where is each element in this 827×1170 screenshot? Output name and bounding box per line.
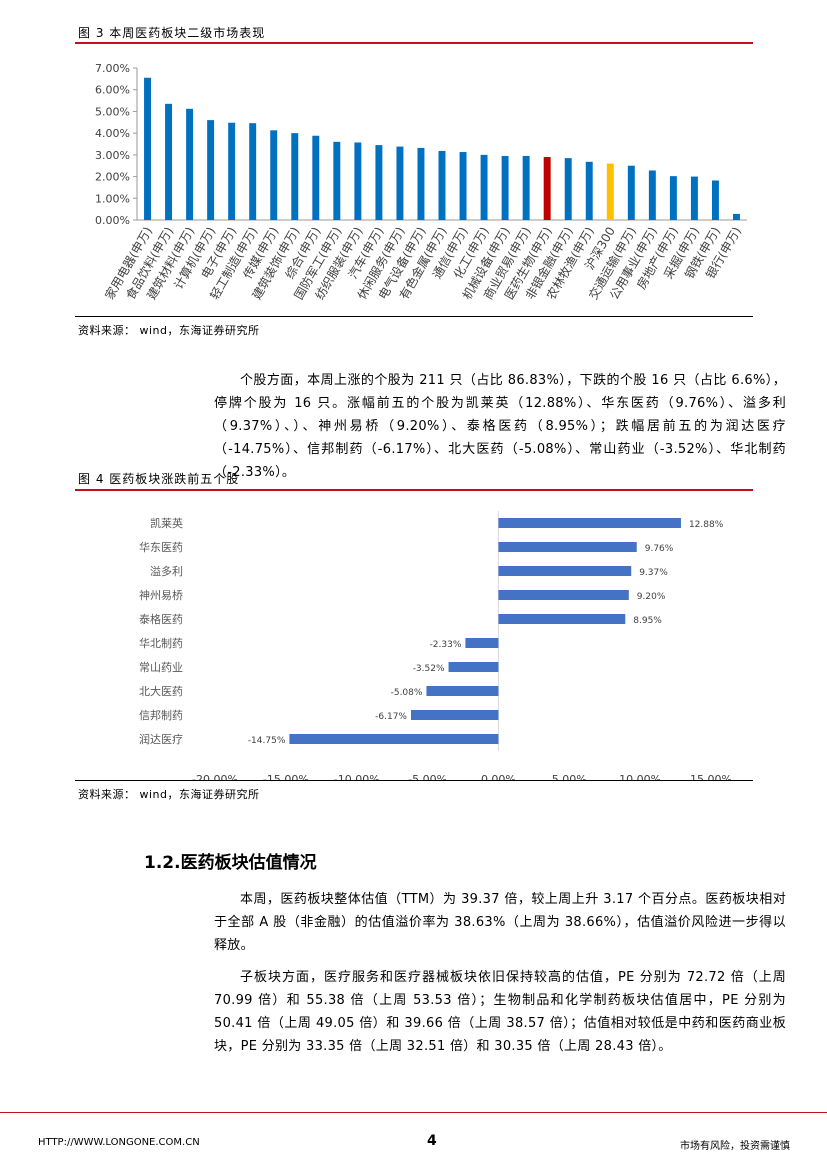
bar bbox=[543, 157, 551, 220]
paragraph-text: 本周，医药板块整体估值（TTM）为 39.37 倍，较上周上升 3.17 个百分… bbox=[214, 892, 786, 953]
paragraph-text: 个股方面，本周上涨的个股为 211 只（占比 86.83%），下跌的个股 16 … bbox=[214, 373, 786, 480]
figure-4-top-rule bbox=[75, 489, 753, 491]
bar bbox=[270, 130, 278, 220]
y-tick-label: 2.00% bbox=[95, 171, 130, 184]
top-movers-chart: 凯莱英 12.88% 华东医药 9.76% 溢多利 9.37% 神州易桥 9.20% 泰格医药 8… bbox=[139, 511, 732, 780]
figure-3-bottom-rule bbox=[75, 316, 753, 317]
bar bbox=[498, 542, 637, 552]
category-label: 信邦制药 bbox=[139, 709, 183, 722]
bar bbox=[186, 108, 194, 220]
x-tick-label: 0.00% bbox=[481, 773, 516, 780]
valuation-paragraph: 本周，医药板块整体估值（TTM）为 39.37 倍，较上周上升 3.17 个百分… bbox=[214, 888, 786, 957]
bar bbox=[448, 662, 499, 672]
y-tick-label: 4.00% bbox=[95, 127, 130, 140]
bar bbox=[498, 614, 626, 624]
data-label: -14.75% bbox=[248, 736, 286, 746]
bar bbox=[426, 686, 499, 696]
data-label: 8.95% bbox=[633, 616, 662, 626]
data-label: 9.37% bbox=[639, 568, 668, 578]
y-tick-label: 0.00% bbox=[95, 214, 130, 227]
x-tick-label: -5.00% bbox=[408, 773, 447, 780]
category-label: 神州易桥 bbox=[139, 588, 183, 602]
bar bbox=[165, 103, 173, 220]
section-heading: 1.2.医药板块估值情况 bbox=[144, 853, 317, 873]
data-label: 12.88% bbox=[689, 520, 724, 530]
bar bbox=[648, 170, 656, 220]
bar bbox=[733, 213, 740, 220]
bar bbox=[289, 734, 499, 744]
page-number: 4 bbox=[427, 1133, 437, 1149]
x-tick-label: 15.00% bbox=[690, 773, 732, 780]
figure-3-title: 图 3 本周医药板块二级市场表现 bbox=[78, 26, 266, 40]
sector-performance-chart: 0.00% 1.00% 2.00% 3.00% 4.00% 5.00% 6.00% 7.00%… bbox=[95, 62, 747, 302]
x-tick-label: -20.00% bbox=[192, 773, 238, 780]
category-label: 泰格医药 bbox=[139, 612, 183, 626]
bar bbox=[501, 155, 509, 220]
stock-movement-paragraph: 个股方面，本周上涨的个股为 211 只（占比 86.83%），下跌的个股 16 … bbox=[214, 369, 786, 484]
x-tick-label: -15.00% bbox=[263, 773, 309, 780]
data-label: -2.33% bbox=[430, 640, 462, 650]
bar bbox=[438, 150, 446, 220]
bar bbox=[480, 154, 488, 220]
bar bbox=[459, 152, 467, 220]
footer-rule bbox=[0, 1112, 827, 1113]
bar bbox=[564, 158, 572, 220]
bar bbox=[690, 176, 698, 220]
figure-3-source: 资料来源： wind，东海证券研究所 bbox=[78, 324, 260, 337]
bar bbox=[498, 590, 629, 600]
bar bbox=[498, 518, 681, 528]
bar bbox=[312, 135, 320, 220]
y-tick-label: 7.00% bbox=[95, 62, 130, 75]
bar bbox=[627, 165, 635, 220]
bar bbox=[249, 123, 257, 220]
data-label: -5.08% bbox=[391, 688, 423, 698]
category-label: 润达医疗 bbox=[139, 732, 183, 746]
category-label: 华北制药 bbox=[139, 636, 183, 650]
data-label: 9.20% bbox=[637, 592, 666, 602]
footer-url[interactable]: HTTP://WWW.LONGONE.COM.CN bbox=[38, 1137, 200, 1148]
bar bbox=[410, 710, 499, 720]
footer-disclaimer: 市场有风险，投资需谨慎 bbox=[680, 1141, 790, 1152]
category-label: 溢多利 bbox=[150, 564, 183, 578]
x-tick-label: 10.00% bbox=[619, 773, 661, 780]
y-tick-label: 3.00% bbox=[95, 149, 130, 162]
bar bbox=[228, 122, 236, 220]
data-label: -3.52% bbox=[413, 664, 445, 674]
bar bbox=[669, 176, 677, 220]
sub-sector-paragraph: 子板块方面，医疗服务和医疗器械板块依旧保持较高的估值，PE 分别为 72.72 … bbox=[214, 966, 786, 1058]
data-label: -6.17% bbox=[375, 712, 407, 722]
bar bbox=[498, 566, 632, 576]
x-tick-label: -10.00% bbox=[334, 773, 380, 780]
figure-3-top-rule bbox=[75, 42, 753, 44]
bar bbox=[417, 147, 425, 220]
paragraph-text: 子板块方面，医疗服务和医疗器械板块依旧保持较高的估值，PE 分别为 72.72 … bbox=[214, 970, 786, 1054]
category-label: 凯莱英 bbox=[150, 516, 183, 530]
bar bbox=[465, 638, 499, 648]
bar bbox=[711, 180, 719, 220]
y-tick-label: 6.00% bbox=[95, 84, 130, 97]
bar bbox=[354, 142, 362, 220]
figure-4-bottom-rule bbox=[75, 780, 753, 781]
x-tick-label: 5.00% bbox=[552, 773, 587, 780]
category-label: 常山药业 bbox=[139, 661, 183, 674]
category-label: 北大医药 bbox=[139, 684, 183, 698]
bar bbox=[144, 77, 151, 221]
bar bbox=[396, 146, 404, 220]
data-label: 9.76% bbox=[645, 544, 674, 554]
bar bbox=[606, 163, 614, 220]
bar bbox=[333, 141, 341, 220]
bar bbox=[522, 155, 530, 220]
bar bbox=[375, 145, 383, 220]
figure-4-source: 资料来源： wind，东海证券研究所 bbox=[78, 788, 260, 801]
figure-4-title: 图 4 医药板块涨跌前五个股 bbox=[78, 472, 240, 486]
y-tick-label: 5.00% bbox=[95, 105, 130, 118]
y-tick-label: 1.00% bbox=[95, 192, 130, 205]
category-label: 华东医药 bbox=[139, 540, 183, 554]
bar bbox=[291, 133, 299, 220]
bar bbox=[585, 161, 593, 220]
bar bbox=[207, 120, 215, 220]
